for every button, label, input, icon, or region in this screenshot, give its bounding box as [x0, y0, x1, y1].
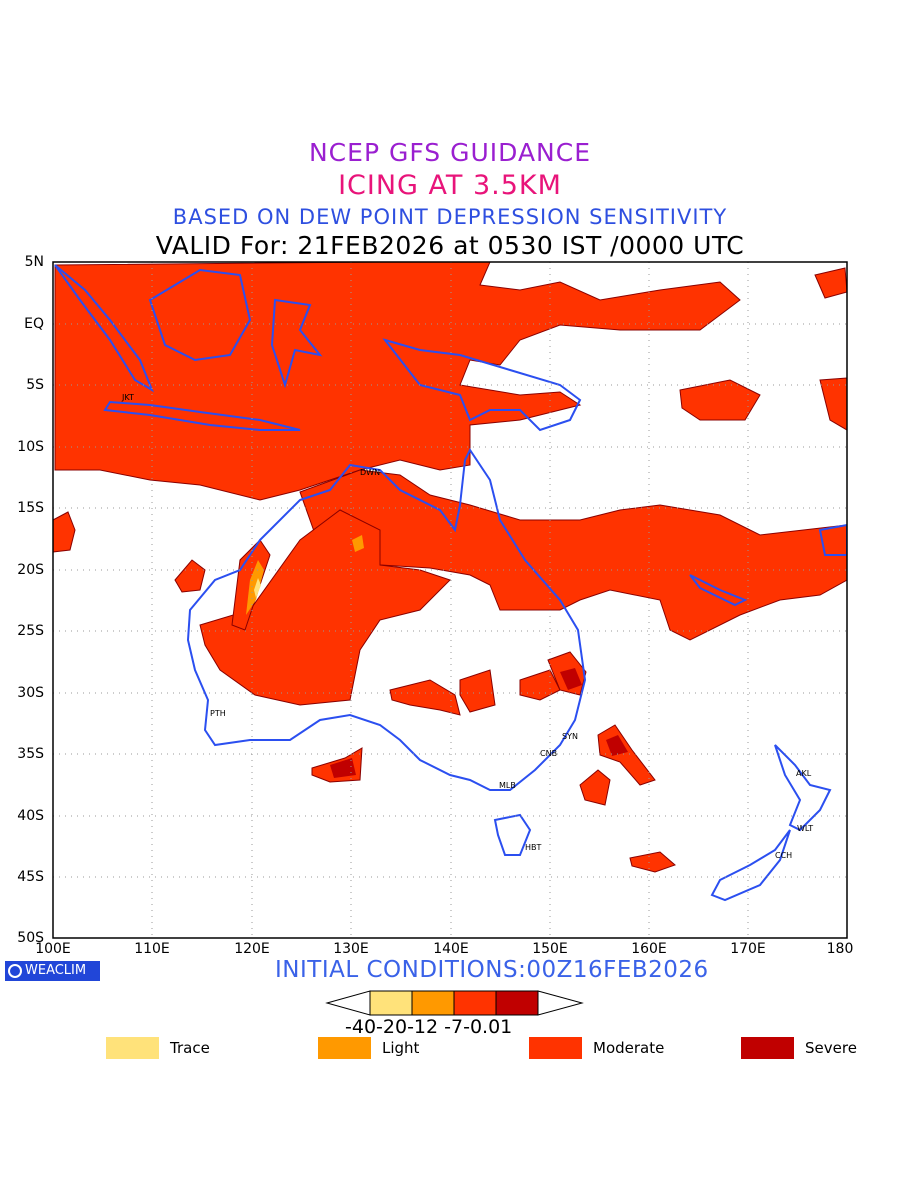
coastline-vanuatu-fiji	[818, 523, 847, 556]
legend-swatch-light	[318, 1037, 371, 1059]
title-product: ICING AT 3.5KM	[338, 170, 562, 201]
coastline-new-zealand-south	[710, 829, 791, 902]
legend-swatch-trace	[106, 1037, 159, 1059]
copyright-circle-icon	[8, 964, 22, 978]
lat-label-5s: 5S	[26, 377, 44, 393]
coastline-java	[103, 400, 301, 431]
trace-icing-westcoast	[254, 578, 261, 598]
lon-label-120e: 120E	[234, 941, 270, 957]
lat-label-40s: 40S	[17, 808, 44, 824]
lon-label-180: 180	[826, 941, 854, 957]
colorbar-labels: -40-20-12 -7-0.01	[345, 1016, 513, 1038]
legend-label-trace: Trace	[170, 1039, 210, 1057]
coastline-new-caledonia	[689, 574, 748, 607]
legend-label-severe: Severe	[805, 1039, 857, 1057]
city-label-pth: PTH	[210, 709, 226, 718]
legend-swatch-moderate	[529, 1037, 582, 1059]
coastline-new-guinea	[382, 338, 582, 432]
lat-label-15s: 15S	[17, 500, 44, 516]
moderate-icing-indian-ocean-east	[174, 559, 206, 593]
coastline-new-zealand-north	[774, 744, 832, 832]
city-label-wlt: WLT	[797, 824, 813, 833]
lat-label-30s: 30S	[17, 685, 44, 701]
moderate-icing-southwest-pacific	[819, 377, 847, 431]
lat-label-35s: 35S	[17, 746, 44, 762]
gridlines	[53, 262, 847, 938]
moderate-icing-victoria-north	[459, 669, 496, 713]
severe-icing-eastern-nsw	[560, 668, 582, 690]
moderate-icing-fiji-sea	[679, 379, 761, 421]
lat-label-10s: 10S	[17, 439, 44, 455]
lat-label-20s: 20S	[17, 562, 44, 578]
title-valid-time: VALID For: 21FEB2026 at 0530 IST /0000 U…	[155, 231, 745, 260]
legend-swatch-severe	[741, 1037, 794, 1059]
severe-icing-tasman	[606, 735, 628, 756]
city-label-syn: SYN	[562, 732, 578, 741]
city-label-cch: CCH	[775, 851, 792, 860]
lat-label-25s: 25S	[17, 623, 44, 639]
moderate-icing-areas	[53, 262, 847, 873]
city-label-dwn: DWN	[360, 468, 380, 477]
moderate-icing-equatorial-band	[54, 262, 741, 501]
weaclim-logo: WEACLIM	[5, 961, 100, 981]
moderate-icing-tasman-south	[579, 769, 611, 806]
light-icing-areas	[246, 535, 364, 615]
moderate-icing-south-australia	[389, 679, 461, 716]
coastline-tasmania	[493, 813, 532, 856]
lat-label-45s: 45S	[17, 869, 44, 885]
legend-label-moderate: Moderate	[593, 1039, 665, 1057]
city-label-cnb: CNB	[540, 749, 557, 758]
severe-icing-bight	[330, 758, 356, 778]
city-label-hbt: HBT	[525, 843, 542, 852]
title-model: NCEP GFS GUIDANCE	[308, 138, 591, 167]
light-icing-inland	[352, 535, 364, 552]
moderate-icing-png-coralsea-band	[299, 469, 847, 641]
lon-label-170e: 170E	[730, 941, 766, 957]
coastlines	[54, 264, 847, 902]
logo-text: WEACLIM	[25, 963, 87, 978]
initial-conditions: INITIAL CONDITIONS:00Z16FEB2026	[275, 957, 709, 983]
coastline-australia	[186, 448, 587, 791]
moderate-icing-tasman-east	[629, 851, 676, 873]
lon-label-140e: 140E	[433, 941, 469, 957]
coastline-borneo	[148, 268, 252, 362]
lon-label-150e: 150E	[532, 941, 568, 957]
title-method: BASED ON DEW POINT DEPRESSION SENSITIVIT…	[172, 205, 728, 229]
city-label-jkt: JKT	[121, 393, 134, 402]
lon-label-100e: 100E	[35, 941, 71, 957]
moderate-icing-western-australia	[199, 509, 451, 706]
lat-label-eq: EQ	[24, 316, 44, 332]
moderate-icing-indian-ocean-west	[53, 511, 76, 553]
city-label-mlb: MLB	[499, 781, 516, 790]
lat-label-5n: 5N	[24, 254, 44, 270]
city-label-akl: AKL	[796, 769, 812, 778]
moderate-icing-northeast-pacific	[814, 267, 847, 299]
map-frame	[52, 261, 848, 939]
lon-label-160e: 160E	[631, 941, 667, 957]
lon-label-130e: 130E	[333, 941, 369, 957]
legend-label-light: Light	[382, 1039, 420, 1057]
severe-icing-areas	[330, 668, 628, 778]
lat-label-50s: 50S	[17, 930, 44, 946]
coastline-sulawesi	[270, 298, 323, 389]
city-labels: JKT DWN PTH SYN CNB MLB HBT AKL WLT CCH	[121, 393, 813, 860]
coastline-sumatra	[54, 264, 155, 393]
moderate-icing-tasman-north	[597, 724, 656, 786]
lon-label-110e: 110E	[134, 941, 170, 957]
